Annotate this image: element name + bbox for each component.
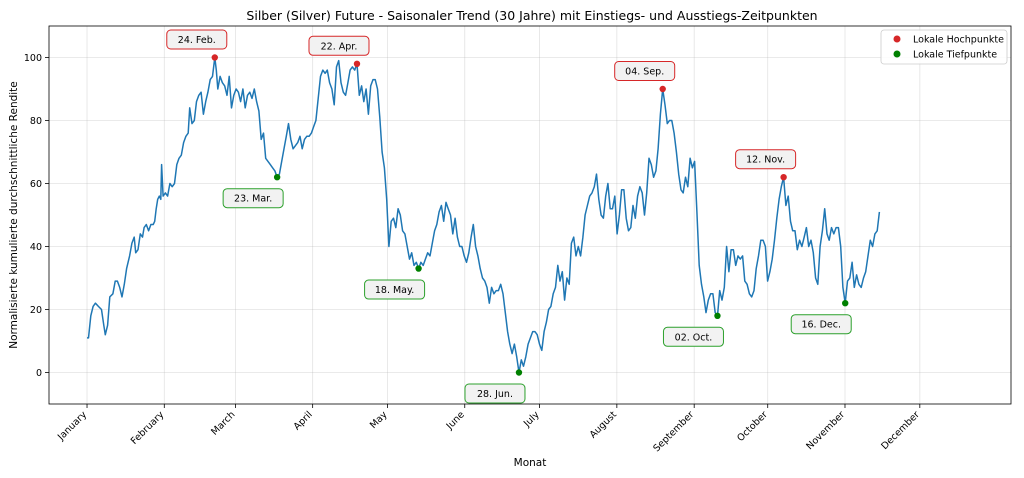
trough-label: 02. Oct. (675, 332, 713, 343)
trough-label: 16. Dec. (801, 320, 841, 331)
peak-label-box (308, 35, 370, 56)
y-tick-label: 20 (30, 305, 42, 316)
trough-label-box (222, 188, 284, 209)
legend: Lokale Hochpunkte Lokale Tiefpunkte (880, 29, 1008, 65)
peak-marker (211, 54, 218, 61)
peak-marker (780, 174, 787, 181)
trough-label-box (790, 314, 852, 335)
grid (49, 26, 1011, 404)
trough-label-box (662, 326, 724, 347)
trough-marker (714, 312, 721, 319)
peak-marker (659, 85, 666, 93)
trough-label: 23. Mar. (234, 194, 272, 205)
peak-marker (353, 60, 361, 67)
trough-marker (842, 300, 849, 307)
trough-marker (415, 265, 422, 272)
trough-label: 18. May. (375, 285, 414, 296)
peak-label: 22. Apr. (321, 41, 358, 52)
legend-peak-label: Lokale Hochpunkte (913, 35, 1004, 46)
trough-label: 28. Jun. (477, 389, 513, 400)
peak-label: 24. Feb. (178, 35, 216, 46)
annotations: 24. Feb. 22. Apr. 04. Sep. 12. Nov. 23. Mar.… (166, 29, 852, 404)
plot-area (87, 56, 881, 374)
peak-label: 04. Sep. (625, 67, 664, 78)
legend-trough-marker (893, 50, 901, 58)
peak-label-box (735, 149, 797, 170)
trough-label-box (464, 383, 526, 404)
trough-marker (515, 369, 523, 376)
trough-marker (273, 174, 281, 181)
legend-box (880, 29, 1008, 65)
series-line (87, 56, 881, 374)
peak-label: 12. Nov. (746, 155, 785, 166)
y-axis: 0 20 40 60 80 100 (24, 53, 49, 379)
peak-label-box (166, 29, 228, 50)
legend-peak-marker (893, 35, 901, 43)
y-tick-label: 40 (30, 242, 42, 253)
y-tick-label: 100 (24, 53, 42, 64)
trough-label-box (364, 279, 426, 300)
y-tick-label: 60 (30, 179, 42, 190)
chart-title: Silber (Silver) Future - Saisonaler Tren… (246, 8, 817, 23)
peak-label-box (614, 61, 676, 81)
legend-trough-label: Lokale Tiefpunkte (913, 50, 997, 61)
y-tick-label: 80 (30, 116, 42, 127)
plot-frame (48, 25, 1012, 405)
y-tick-label: 0 (36, 368, 42, 379)
x-axis-label: Monat (514, 457, 547, 469)
y-axis-label: Normalisierte kumulierte durchschnittlic… (8, 81, 20, 349)
